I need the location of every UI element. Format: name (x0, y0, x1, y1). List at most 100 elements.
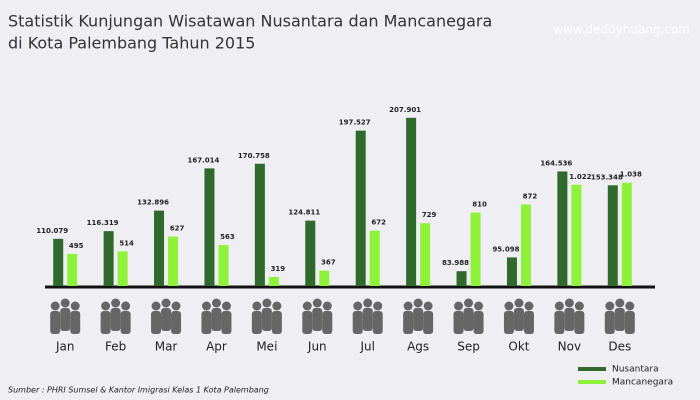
people-icon (120, 311, 131, 334)
people-icon (111, 298, 121, 308)
people-icon (60, 308, 71, 331)
people-icon (171, 301, 181, 311)
value-label: 83.988 (442, 259, 469, 267)
bar (254, 163, 265, 286)
x-tick-label: Jan (55, 340, 75, 354)
value-label: 514 (119, 239, 134, 247)
people-icon (403, 311, 414, 334)
people-icon (423, 301, 433, 311)
x-tick-label: Mar (155, 340, 178, 354)
value-label: 110.079 (36, 227, 68, 235)
people-icon (403, 301, 413, 311)
people-icon (413, 308, 424, 331)
x-tick-label: Jun (307, 340, 327, 354)
people-icon (70, 311, 81, 334)
people-icon (251, 311, 262, 334)
people-icon (312, 308, 323, 331)
x-tick-label: Nov (558, 340, 581, 354)
bar (355, 130, 366, 286)
value-label: 495 (69, 242, 84, 250)
value-label: 319 (271, 265, 286, 273)
people-icon (574, 311, 585, 334)
bar (319, 270, 330, 286)
people-icon (50, 311, 61, 334)
people-icon (322, 311, 333, 334)
people-icon (373, 301, 383, 311)
bar (103, 231, 114, 286)
bar (305, 220, 316, 286)
value-label: 132.896 (137, 199, 169, 207)
people-icon (513, 308, 524, 331)
bar (506, 257, 517, 286)
value-label: 124.811 (288, 209, 320, 217)
value-label: 197.527 (339, 119, 371, 127)
x-tick-label: Ags (407, 340, 429, 354)
bar (571, 184, 582, 286)
value-label: 95.098 (492, 245, 519, 253)
people-icon (100, 311, 111, 334)
people-icon (514, 298, 524, 308)
people-icon (221, 311, 232, 334)
people-icon (50, 301, 60, 311)
value-label: 1.022 (569, 173, 591, 181)
people-icon (454, 301, 464, 311)
people-icon (211, 308, 222, 331)
people-icon (453, 311, 464, 334)
people-icon (272, 301, 282, 311)
people-icon (121, 301, 131, 311)
people-icon (151, 311, 162, 334)
x-tick-label: Okt (508, 340, 529, 354)
legend-swatch (578, 380, 606, 384)
value-label: 167.014 (188, 156, 220, 164)
people-icon (322, 301, 332, 311)
people-icon (70, 301, 80, 311)
people-icon (262, 298, 272, 308)
legend-swatch (578, 367, 606, 371)
x-tick-label: Apr (206, 340, 227, 354)
people-icon (171, 311, 182, 334)
people-icon (362, 308, 373, 331)
bar (470, 212, 481, 286)
value-label: 872 (523, 192, 538, 200)
people-icon (302, 301, 312, 311)
people-icon (554, 301, 564, 311)
bar (53, 238, 64, 286)
x-tick-label: Des (608, 340, 631, 354)
value-label: 729 (422, 211, 437, 219)
x-tick-label: Feb (105, 340, 126, 354)
people-icon (464, 298, 474, 308)
legend-label: Nusantara (612, 365, 659, 375)
bar (117, 251, 128, 286)
people-icon (372, 311, 383, 334)
value-label: 1.038 (620, 171, 642, 179)
bar (67, 253, 78, 286)
people-icon (463, 308, 474, 331)
bar (621, 182, 632, 286)
people-icon (261, 308, 272, 331)
people-icon (271, 311, 282, 334)
people-icon (101, 301, 111, 311)
bar (154, 210, 165, 286)
legend-label: Mancanegara (612, 378, 673, 388)
value-label: 672 (371, 219, 386, 227)
people-icon (363, 298, 373, 308)
bar (420, 223, 431, 286)
people-icon (211, 298, 221, 308)
people-icon (352, 311, 363, 334)
people-icon (110, 308, 121, 331)
x-tick-label: Sep (457, 340, 480, 354)
value-label: 153.348 (591, 173, 623, 181)
people-icon (524, 301, 534, 311)
people-icon (605, 301, 615, 311)
people-icon (564, 298, 574, 308)
bar (520, 204, 531, 286)
people-icon (523, 311, 534, 334)
people-icon (574, 301, 584, 311)
bar (168, 236, 179, 286)
people-icon (252, 301, 262, 311)
bar (268, 276, 279, 286)
chart-subtitle: di Kota Palembang Tahun 2015 (8, 34, 255, 53)
people-icon (60, 298, 70, 308)
bar (204, 168, 215, 286)
chart-title: Statistik Kunjungan Wisatawan Nusantara … (8, 12, 492, 31)
